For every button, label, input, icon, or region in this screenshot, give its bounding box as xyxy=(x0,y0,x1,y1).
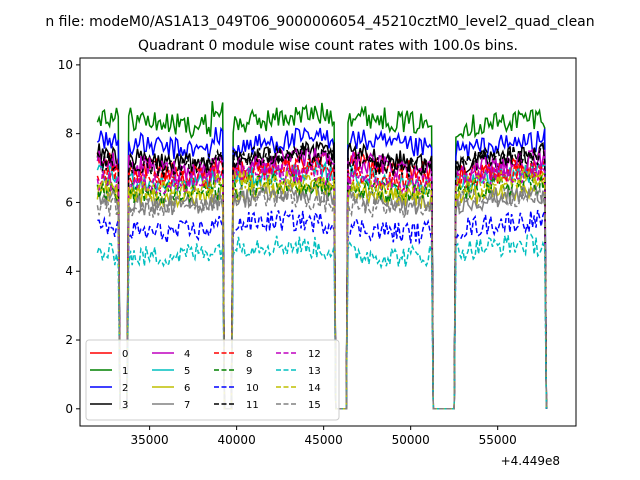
legend-label-12: 12 xyxy=(308,349,321,360)
legend-label-5: 5 xyxy=(184,366,190,377)
legend-label-3: 3 xyxy=(122,400,128,411)
legend-label-10: 10 xyxy=(246,383,259,394)
axes-title: Quadrant 0 module wise count rates with … xyxy=(138,38,518,54)
x-offset-label: +4.449e8 xyxy=(501,454,560,468)
series-layer xyxy=(96,101,548,410)
legend-label-9: 9 xyxy=(246,366,252,377)
series-line-13 xyxy=(96,233,548,410)
y-tick-label: 0 xyxy=(65,402,73,416)
legend-label-1: 1 xyxy=(122,366,128,377)
x-tick-label: 55000 xyxy=(479,433,517,447)
legend-label-8: 8 xyxy=(246,349,252,360)
series-line-10 xyxy=(97,209,548,410)
legend-label-7: 7 xyxy=(184,400,190,411)
legend-label-4: 4 xyxy=(184,349,190,360)
x-tick-label: 45000 xyxy=(305,433,343,447)
x-axis: 35000 40000 45000 50000 55000 xyxy=(131,426,517,447)
series-line-15 xyxy=(96,184,548,410)
y-axis: 0 2 4 6 8 10 xyxy=(58,58,80,416)
x-tick-label: 35000 xyxy=(131,433,169,447)
axes-frame xyxy=(79,57,577,427)
x-tick-label: 40000 xyxy=(218,433,256,447)
series-line-14 xyxy=(96,167,548,410)
series-line-1 xyxy=(96,101,548,410)
series-line-7 xyxy=(96,182,548,410)
legend-label-14: 14 xyxy=(308,383,321,394)
legend-label-6: 6 xyxy=(184,383,190,394)
series-line-2 xyxy=(96,126,548,410)
legend-label-2: 2 xyxy=(122,383,128,394)
y-tick-label: 10 xyxy=(58,58,73,72)
legend-label-15: 15 xyxy=(308,400,321,411)
series-line-8 xyxy=(96,156,548,410)
y-tick-label: 4 xyxy=(65,264,73,278)
y-tick-label: 6 xyxy=(65,195,73,209)
y-tick-label: 2 xyxy=(65,333,73,347)
x-tick-label: 50000 xyxy=(392,433,430,447)
legend-label-0: 0 xyxy=(122,349,128,360)
figure-suptitle: n file: modeM0/AS1A13_049T06_9000006054_… xyxy=(45,14,594,30)
y-tick-label: 8 xyxy=(65,127,73,141)
legend-label-13: 13 xyxy=(308,366,321,377)
legend-label-11: 11 xyxy=(246,400,259,411)
legend-frame xyxy=(85,339,340,421)
